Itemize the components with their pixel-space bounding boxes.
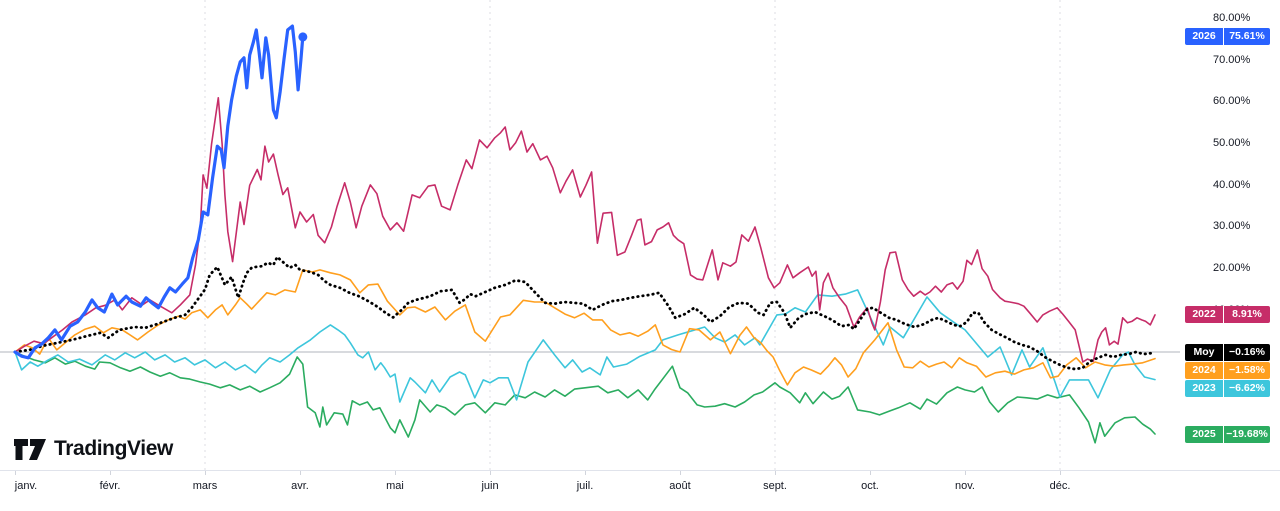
badge-series-value: 8.91% — [1223, 306, 1270, 324]
series-line-2026 — [13, 24, 305, 360]
time-axis-label-mars: mars — [192, 480, 218, 492]
price-label-badge-moy: Moy −0.16% — [1185, 344, 1270, 362]
price-label-badge-2026: 2026 75.61% — [1185, 28, 1270, 46]
badge-series-name: Moy — [1193, 346, 1215, 359]
price-label-badge-2022: 2022 8.91% — [1185, 306, 1270, 324]
time-axis[interactable]: janv. févr. mars avr. mai juin juil. août sept. o… — [0, 470, 1280, 511]
time-axis-tick — [870, 471, 871, 475]
time-axis-tick — [680, 471, 681, 475]
price-axis-label: 40.00% — [1213, 178, 1251, 191]
time-axis-label-févr: févr. — [99, 480, 121, 492]
time-axis-tick — [965, 471, 966, 475]
tradingview-logo-text: TradingView — [54, 437, 173, 460]
time-axis-label-juin: juin — [481, 480, 499, 492]
time-axis-label-janv: janv. — [14, 480, 38, 492]
time-axis-tick — [585, 471, 586, 475]
tradingview-logo-icon — [14, 438, 46, 460]
price-axis-label: 60.00% — [1213, 95, 1251, 108]
series-line-2024 — [14, 269, 1156, 386]
series-line-2023 — [14, 289, 1156, 403]
time-axis-label-avr: avr. — [291, 480, 309, 492]
time-axis-tick — [1060, 471, 1061, 475]
price-axis[interactable]: 80.00% 70.00% 60.00% 50.00% 40.00% 30.00% 20.0… — [1180, 0, 1280, 470]
series-end-dot-2026 — [298, 32, 308, 42]
chart-svg — [0, 0, 1180, 470]
time-axis-tick — [300, 471, 301, 475]
time-axis-tick — [395, 471, 396, 475]
time-axis-tick — [15, 471, 16, 475]
time-axis-tick — [110, 471, 111, 475]
time-axis-tick — [775, 471, 776, 475]
price-label-badge-2025: 2025 −19.68% — [1185, 425, 1270, 443]
badge-series-value: −6.62% — [1223, 380, 1270, 398]
price-axis-label: 50.00% — [1213, 137, 1251, 150]
price-axis-label: 20.00% — [1213, 262, 1251, 275]
chart-pane[interactable] — [0, 0, 1180, 470]
badge-series-value: −19.68% — [1223, 425, 1270, 443]
price-label-badge-2024: 2024 −1.58% — [1185, 362, 1270, 380]
price-axis-label: 80.00% — [1213, 12, 1251, 25]
badge-series-value: 75.61% — [1223, 28, 1270, 46]
time-axis-label-juil: juil. — [576, 480, 594, 492]
time-axis-label-déc: déc. — [1049, 480, 1071, 492]
time-axis-label-oct: oct. — [861, 480, 879, 492]
series-line-moy — [13, 255, 1157, 371]
badge-series-name: 2024 — [1192, 364, 1216, 377]
badge-series-name: 2023 — [1192, 382, 1216, 395]
badge-series-value: −1.58% — [1223, 362, 1270, 380]
price-axis-label: 30.00% — [1213, 220, 1251, 233]
badge-series-name: 2026 — [1192, 30, 1216, 43]
badge-series-name: 2025 — [1192, 427, 1216, 440]
time-axis-tick — [205, 471, 206, 475]
series-line-2025 — [14, 351, 1156, 444]
tradingview-logo[interactable]: TradingView — [14, 437, 173, 461]
badge-series-value: −0.16% — [1223, 344, 1270, 362]
time-axis-label-août: août — [669, 480, 691, 492]
price-axis-label: 70.00% — [1213, 53, 1251, 66]
price-label-badge-2023: 2023 −6.62% — [1185, 380, 1270, 398]
time-axis-label-sept: sept. — [763, 480, 787, 492]
time-axis-label-nov: nov. — [955, 480, 975, 492]
time-axis-tick — [490, 471, 491, 475]
time-axis-label-mai: mai — [386, 480, 404, 492]
series-line-2022 — [14, 97, 1156, 363]
badge-series-name: 2022 — [1192, 308, 1216, 321]
